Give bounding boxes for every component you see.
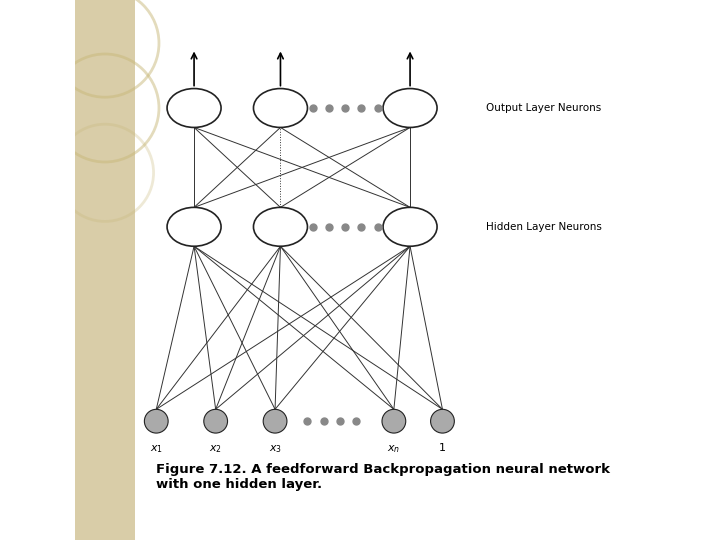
Text: $x_2$: $x_2$ — [210, 443, 222, 455]
Circle shape — [204, 409, 228, 433]
Text: Figure 7.12. A feedforward Backpropagation neural network
with one hidden layer.: Figure 7.12. A feedforward Backpropagati… — [156, 463, 611, 491]
Ellipse shape — [167, 207, 221, 246]
Circle shape — [145, 409, 168, 433]
Text: $x_3$: $x_3$ — [269, 443, 282, 455]
Text: $x_1$: $x_1$ — [150, 443, 163, 455]
Ellipse shape — [167, 89, 221, 127]
Ellipse shape — [383, 207, 437, 246]
Text: Hidden Layer Neurons: Hidden Layer Neurons — [486, 222, 601, 232]
Text: 1: 1 — [439, 443, 446, 453]
Circle shape — [431, 409, 454, 433]
Circle shape — [264, 409, 287, 433]
Ellipse shape — [253, 89, 307, 127]
Ellipse shape — [253, 207, 307, 246]
Ellipse shape — [383, 89, 437, 127]
Text: $x_n$: $x_n$ — [387, 443, 400, 455]
Bar — [76, 0, 135, 540]
Circle shape — [382, 409, 406, 433]
Text: Output Layer Neurons: Output Layer Neurons — [486, 103, 601, 113]
